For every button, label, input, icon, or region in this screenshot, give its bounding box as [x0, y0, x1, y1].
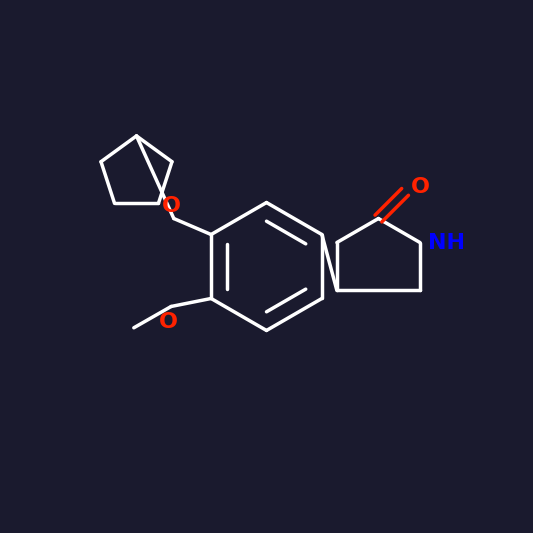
Text: O: O [161, 196, 181, 216]
Text: O: O [159, 312, 178, 332]
Text: NH: NH [428, 232, 465, 253]
Text: O: O [410, 176, 430, 197]
